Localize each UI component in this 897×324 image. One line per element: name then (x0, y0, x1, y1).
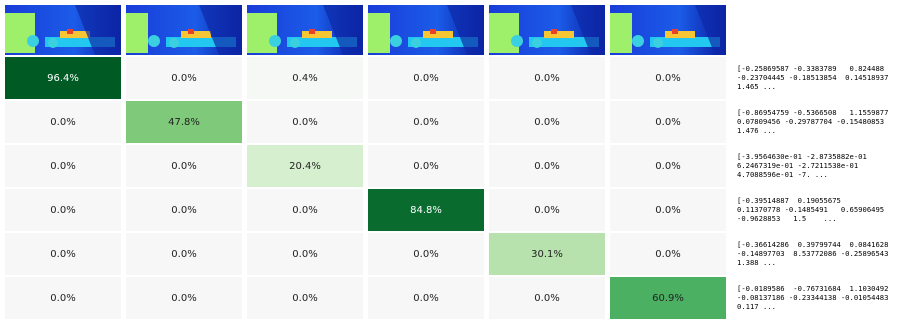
score-cell: 0.0% (5, 233, 121, 275)
embedding-line: [-0.86954759 -0.5366508 1.1559877 (737, 108, 889, 117)
score-cell: 0.0% (5, 101, 121, 143)
score-cell: 0.0% (126, 57, 242, 99)
embedding-line: 0.117 ... (737, 302, 776, 311)
score-cell: 0.0% (489, 145, 605, 187)
score-cell: 0.0% (610, 145, 726, 187)
embedding-text: [-0.25869587 -0.3383789 0.824488 -0.23704… (737, 64, 895, 91)
score-cell: 0.0% (368, 145, 484, 187)
score-cell: 0.0% (5, 189, 121, 231)
score-cell: 0.0% (610, 233, 726, 275)
embedding-line: 4.7088596e-01 -7. ... (737, 170, 828, 179)
thumbnail-image (5, 5, 121, 55)
score-cell: 47.8% (126, 101, 242, 143)
embedding-line: 1.476 ... (737, 126, 776, 135)
depth-thumbnail (489, 5, 605, 55)
thumbnail-image (489, 5, 605, 55)
depth-thumbnail (126, 5, 242, 55)
score-cell: 0.0% (489, 277, 605, 319)
depth-thumbnail (5, 5, 121, 55)
score-cell: 0.0% (489, 57, 605, 99)
score-cell: 0.0% (126, 145, 242, 187)
score-cell: 0.0% (5, 145, 121, 187)
score-cell: 0.0% (247, 233, 363, 275)
score-cell: 60.9% (610, 277, 726, 319)
depth-thumbnail (368, 5, 484, 55)
embedding-line: 0.11370778 -0.1485491 0.65906495 (737, 205, 885, 214)
embedding-line: 6.2467319e-01 -2.7211538e-01 (737, 161, 859, 170)
score-cell: 0.0% (247, 101, 363, 143)
score-cell: 0.0% (247, 189, 363, 231)
score-cell: 0.0% (5, 277, 121, 319)
embedding-line: 0.07809456 -0.29787704 -0.15480853 (737, 117, 885, 126)
embedding-line: [-0.39514887 0.19055675 (737, 196, 841, 205)
score-cell: 0.0% (489, 101, 605, 143)
embedding-line: -0.9628853 1.5 ... (737, 214, 837, 223)
thumbnail-image (368, 5, 484, 55)
depth-thumbnail (247, 5, 363, 55)
embedding-text: [-0.39514887 0.19055675 0.11370778 -0.148… (737, 196, 895, 223)
score-cell: 0.0% (368, 57, 484, 99)
score-cell: 0.0% (368, 101, 484, 143)
score-cell: 84.8% (368, 189, 484, 231)
embedding-line: [-0.36614286 0.39799744 0.0841628 (737, 240, 889, 249)
embedding-line: -0.08137186 -0.23344138 -0.01054483 (737, 293, 889, 302)
score-cell: 96.4% (5, 57, 121, 99)
score-cell: 0.0% (247, 277, 363, 319)
thumbnail-image (610, 5, 726, 55)
embedding-line: [-0.25869587 -0.3383789 0.824488 (737, 64, 885, 73)
score-cell: 0.0% (489, 189, 605, 231)
embedding-line: -0.23704445 -0.18513854 0.14518937 (737, 73, 889, 82)
embedding-line: -0.14897703 8.53772086 -0.25896543 (737, 249, 889, 258)
depth-thumbnail (610, 5, 726, 55)
score-cell: 0.0% (610, 101, 726, 143)
embedding-line: [-0.0189586 -0.76731684 1.1030492 (737, 284, 889, 293)
embedding-line: 1.465 ... (737, 82, 776, 91)
score-cell: 0.0% (126, 277, 242, 319)
embedding-line: [-3.9564630e-01 -2.8735882e-01 (737, 152, 867, 161)
embedding-text: [-0.0189586 -0.76731684 1.1030492 -0.0813… (737, 284, 895, 311)
thumbnail-image (247, 5, 363, 55)
score-cell: 20.4% (247, 145, 363, 187)
embedding-text: [-3.9564630e-01 -2.8735882e-01 6.2467319e… (737, 152, 895, 179)
thumbnail-image (126, 5, 242, 55)
score-cell: 0.4% (247, 57, 363, 99)
embedding-text: [-0.86954759 -0.5366508 1.1559877 0.07809… (737, 108, 895, 135)
embedding-line: 1.388 ... (737, 258, 776, 267)
score-cell: 0.0% (126, 189, 242, 231)
score-cell: 0.0% (610, 57, 726, 99)
embedding-text: [-0.36614286 0.39799744 0.0841628 -0.1489… (737, 240, 895, 267)
score-cell: 30.1% (489, 233, 605, 275)
score-cell: 0.0% (368, 233, 484, 275)
score-cell: 0.0% (610, 189, 726, 231)
score-cell: 0.0% (368, 277, 484, 319)
score-cell: 0.0% (126, 233, 242, 275)
